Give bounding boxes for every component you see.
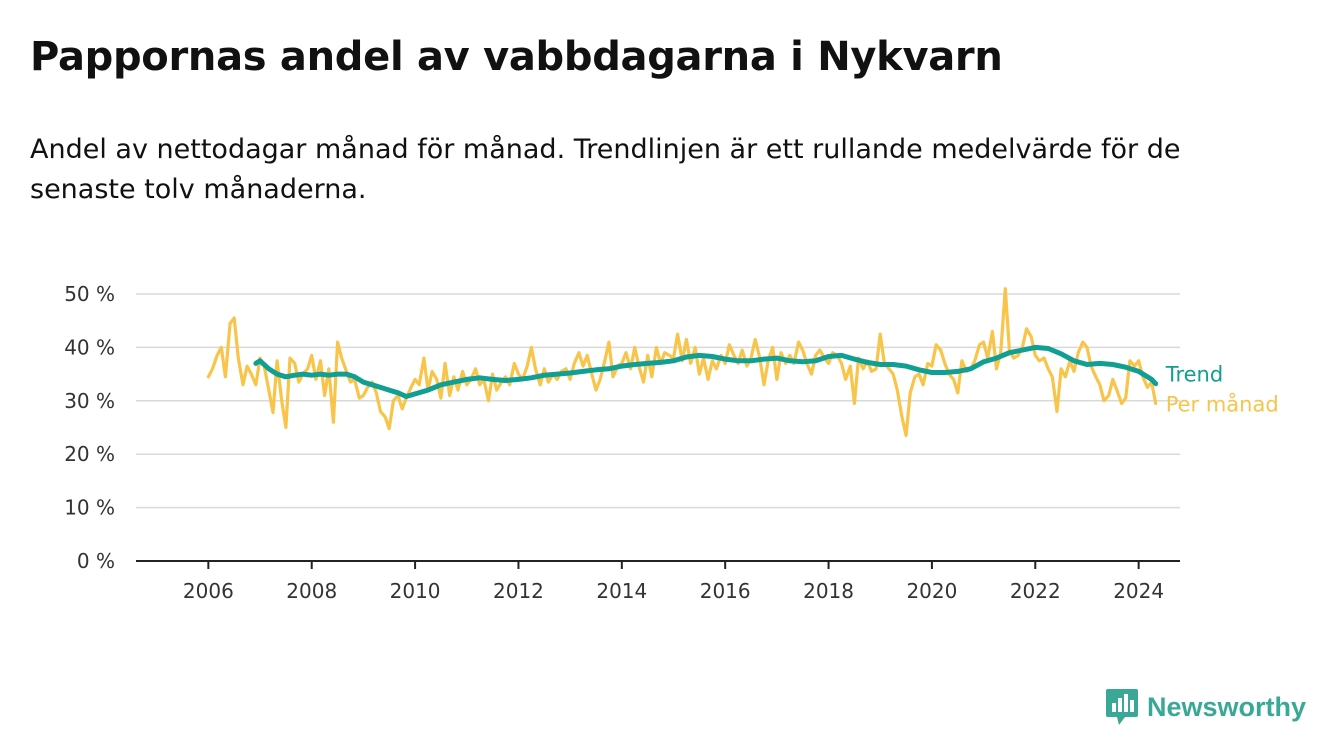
series-line-0: [206, 287, 1158, 438]
x-tick-label: 2022: [1010, 579, 1061, 603]
bar-chart-speech-bubble-icon: [1105, 689, 1138, 725]
brand-logo: Newsworthy: [1105, 687, 1306, 727]
y-tick-label: 50 %: [64, 282, 115, 306]
x-tick-label: 2024: [1113, 579, 1164, 603]
x-tick-label: 2020: [906, 579, 957, 603]
x-tick-label: 2016: [700, 579, 751, 603]
y-tick-label: 20 %: [64, 442, 115, 466]
chart-title: Pappornas andel av vabbdagarna i Nykvarn: [30, 34, 1003, 80]
y-tick-label: 0 %: [77, 549, 115, 573]
series-labels: Per månad Trend: [1165, 363, 1279, 417]
x-tick-label: 2014: [596, 579, 647, 603]
x-tick-label: 2012: [493, 579, 544, 603]
brand-name: Newsworthy: [1146, 691, 1306, 722]
x-axis: 2006 2008 2010 2012 2014 2016 2018 2020 2022 2024: [136, 560, 1180, 603]
gridlines: [136, 293, 1180, 509]
y-axis-ticks: 0 % 10 % 20 % 30 % 40 % 50 %: [64, 282, 115, 573]
series-label-1: Trend: [1165, 363, 1223, 387]
x-tick-label: 2008: [286, 579, 337, 603]
chart-subtitle: Andel av nettodagar månad för månad. Tre…: [30, 134, 1181, 205]
x-tick-label: 2010: [390, 579, 441, 603]
series-line-1: [253, 344, 1159, 399]
series-lines: [206, 287, 1159, 438]
y-tick-label: 10 %: [64, 496, 115, 520]
y-tick-label: 40 %: [64, 335, 115, 359]
x-tick-label: 2006: [183, 579, 234, 603]
x-tick-label: 2018: [803, 579, 854, 603]
series-label-0: Per månad: [1166, 391, 1279, 416]
y-tick-label: 30 %: [64, 389, 115, 413]
